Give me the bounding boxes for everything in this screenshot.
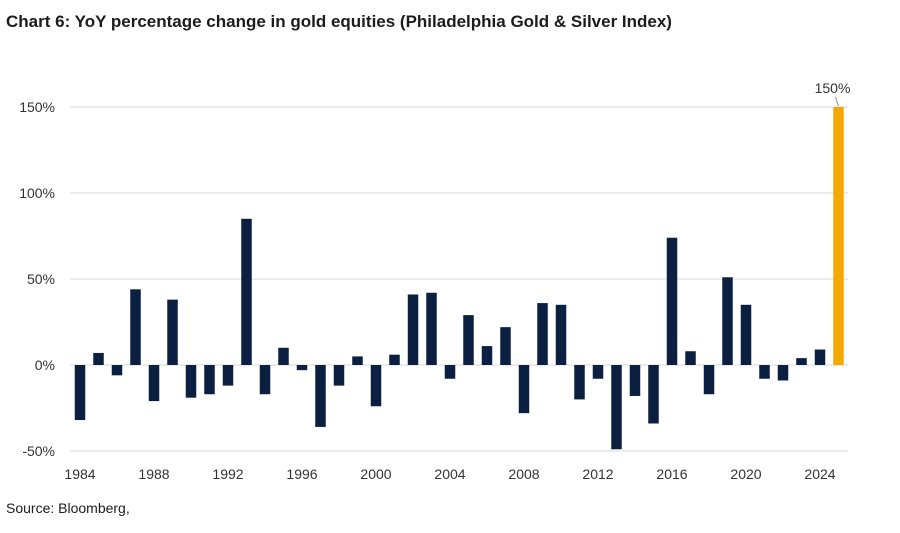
y-tick-label: 50%: [27, 271, 55, 287]
x-tick-label: 2020: [730, 466, 761, 482]
y-tick-label: -50%: [22, 443, 55, 459]
bar-2018: [703, 365, 715, 395]
bar-2010: [555, 304, 567, 365]
gridlines: [70, 106, 848, 452]
bar-2017: [685, 351, 696, 365]
bar-2003: [426, 292, 437, 365]
bar-2015: [648, 365, 659, 424]
bar-1998: [333, 365, 345, 386]
bar-1991: [204, 365, 215, 395]
bar-2007: [500, 327, 511, 365]
y-axis-tick-labels: -50% 0% 50% 100% 150%: [19, 99, 55, 459]
bar-1993: [241, 218, 252, 365]
bar-2009: [537, 303, 548, 365]
bars: [74, 107, 844, 450]
x-tick-label: 1988: [138, 466, 169, 482]
bar-1989: [167, 299, 178, 365]
bar-2016: [666, 237, 678, 365]
bar-2019: [722, 277, 733, 365]
bar-1986: [111, 365, 123, 376]
bar-2002: [407, 294, 419, 365]
x-tick-label: 1992: [212, 466, 243, 482]
bar-2020: [740, 304, 752, 365]
bar-highlight-2025: [833, 107, 844, 365]
chart-title: Chart 6: YoY percentage change in gold e…: [6, 12, 672, 31]
bar-2012: [592, 365, 604, 379]
bar-1988: [148, 365, 160, 402]
bar-1997: [315, 365, 326, 427]
x-tick-label: 2012: [582, 466, 613, 482]
bar-2021: [759, 365, 770, 379]
bar-1995: [278, 347, 289, 365]
y-tick-label: 0%: [35, 357, 55, 373]
x-tick-label: 1996: [286, 466, 317, 482]
bar-2006: [481, 346, 493, 365]
bar-2022: [777, 365, 789, 381]
bar-2004: [444, 365, 456, 379]
x-tick-label: 2004: [434, 466, 465, 482]
bar-2024: [814, 349, 826, 365]
y-tick-label: 150%: [19, 99, 55, 115]
bar-2023: [796, 358, 807, 365]
bar-2001: [389, 354, 400, 365]
bar-2013: [611, 365, 622, 450]
x-tick-label: 2016: [656, 466, 687, 482]
bar-2000: [370, 365, 382, 407]
bar-1994: [259, 365, 271, 395]
annotation-label: 150%: [815, 80, 851, 96]
bar-1987: [130, 289, 141, 365]
source-note: Source: Bloomberg,: [6, 500, 130, 516]
x-tick-label: 2008: [508, 466, 539, 482]
bar-1992: [222, 365, 234, 386]
x-tick-label: 2024: [804, 466, 835, 482]
x-tick-label: 2000: [360, 466, 391, 482]
bar-2005: [463, 315, 474, 365]
bar-2014: [629, 365, 641, 396]
annotations: 150%: [815, 80, 851, 107]
bar-2008: [518, 365, 530, 414]
bar-1985: [93, 352, 104, 365]
bar-1990: [185, 365, 197, 398]
bar-1996: [296, 365, 308, 371]
bar-2011: [574, 365, 585, 400]
y-tick-label: 100%: [19, 185, 55, 201]
bar-1999: [352, 356, 363, 365]
annotation-leader-line: [835, 96, 839, 107]
x-axis-tick-labels: 1984 1988 1992 1996 2000 2004 2008 2012 2016 2020…: [64, 466, 835, 482]
x-tick-label: 1984: [64, 466, 95, 482]
bar-1984: [74, 365, 86, 421]
